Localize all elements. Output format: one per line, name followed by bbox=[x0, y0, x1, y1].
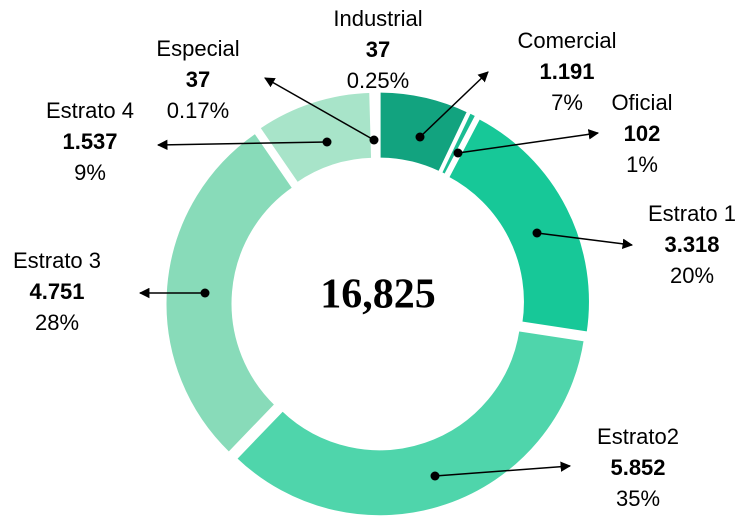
center-total: 16,825 bbox=[320, 272, 436, 318]
label-percent: 0.25% bbox=[347, 68, 409, 93]
callout-dot bbox=[415, 132, 425, 142]
label-percent: 0.17% bbox=[167, 98, 229, 123]
label-name: Estrato 4 bbox=[46, 98, 134, 123]
callout-dot bbox=[369, 135, 379, 145]
label-value: 3.318 bbox=[664, 232, 719, 257]
callout-dot bbox=[532, 228, 542, 238]
label-value: 1.191 bbox=[539, 59, 594, 84]
label-value: 37 bbox=[366, 37, 390, 62]
label-percent: 20% bbox=[670, 263, 714, 288]
callout-dot bbox=[453, 148, 463, 158]
callout-dot bbox=[322, 137, 332, 147]
label-name: Estrato2 bbox=[597, 424, 679, 449]
donut-segment bbox=[163, 130, 296, 456]
label-percent: 7% bbox=[551, 90, 583, 115]
label-value: 5.852 bbox=[610, 455, 665, 480]
label-name: Especial bbox=[156, 36, 239, 61]
label-name: Oficial bbox=[611, 90, 672, 115]
label-name: Industrial bbox=[333, 6, 422, 31]
callout-line bbox=[457, 129, 600, 154]
label-name: Estrato 1 bbox=[648, 201, 736, 226]
label-value: 1.537 bbox=[62, 129, 117, 154]
callout-line bbox=[419, 71, 489, 138]
label-percent: 9% bbox=[74, 160, 106, 185]
callout-line bbox=[536, 232, 634, 250]
callout-dot bbox=[430, 471, 440, 481]
label-percent: 28% bbox=[35, 310, 79, 335]
donut-segment bbox=[445, 115, 592, 335]
donut-segment bbox=[373, 89, 380, 161]
label-percent: 35% bbox=[616, 486, 660, 511]
label-percent: 1% bbox=[626, 152, 658, 177]
label-name: Estrato 3 bbox=[13, 248, 101, 273]
callout-dot bbox=[200, 288, 210, 298]
label-value: 4.751 bbox=[29, 279, 84, 304]
label-name: Comercial bbox=[517, 28, 616, 53]
donut-segment bbox=[233, 328, 587, 519]
donut-segment bbox=[438, 109, 479, 178]
label-value: 37 bbox=[186, 67, 210, 92]
label-value: 102 bbox=[624, 121, 661, 146]
callout-line bbox=[156, 139, 328, 151]
callout-line bbox=[264, 77, 375, 141]
callout-line bbox=[434, 461, 572, 477]
